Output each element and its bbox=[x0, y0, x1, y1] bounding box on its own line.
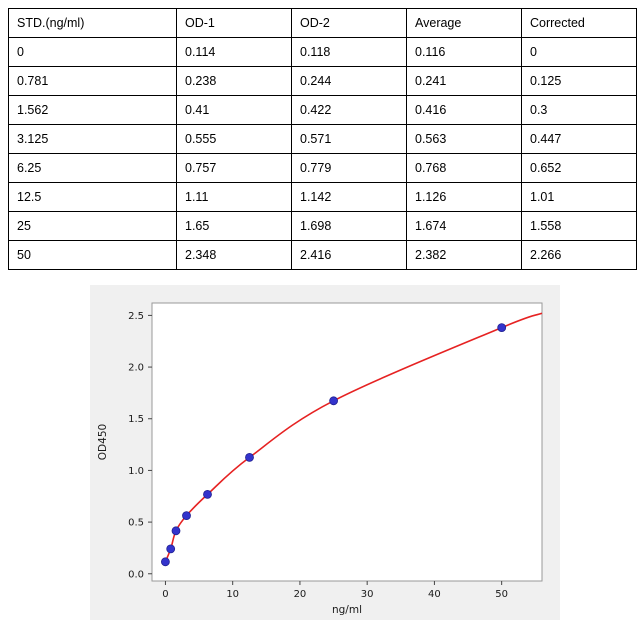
x-tick-label: 20 bbox=[294, 589, 307, 600]
table-cell: 50 bbox=[8, 240, 177, 270]
standard-curve-chart-panel: 0 10 20 30 40 50 0.0 0.5 1.0 1.5 2.0 2.5 ng/ml OD450 bbox=[90, 285, 560, 620]
table-column-header: OD-1 bbox=[176, 8, 292, 38]
table-cell: 2.416 bbox=[291, 240, 407, 270]
table-column-header: Corrected bbox=[521, 8, 637, 38]
table-cell: 0.116 bbox=[406, 37, 522, 67]
table-cell: 0.652 bbox=[521, 153, 637, 183]
data-point bbox=[203, 489, 212, 499]
table-body: 0 0.114 0.118 0.116 0 0.781 0.238 0.244 0.241 0.1… bbox=[8, 37, 637, 270]
table-cell: 2.266 bbox=[521, 240, 637, 270]
table-cell: 0.118 bbox=[291, 37, 407, 67]
table-column-header: STD.(ng/ml) bbox=[8, 8, 177, 38]
table-row: 0 0.114 0.118 0.116 0 bbox=[8, 37, 637, 67]
table-cell: 0.447 bbox=[521, 124, 637, 154]
table-cell: 0.768 bbox=[406, 153, 522, 183]
table-header-row: STD.(ng/ml) OD-1 OD-2 Average Corrected bbox=[8, 8, 637, 38]
table-row: 12.5 1.11 1.142 1.126 1.01 bbox=[8, 182, 637, 212]
table-cell: 2.348 bbox=[176, 240, 292, 270]
table-cell: 1.558 bbox=[521, 211, 637, 241]
table-cell: 0.114 bbox=[176, 37, 292, 67]
plot-area bbox=[151, 302, 543, 582]
standards-table: STD.(ng/ml) OD-1 OD-2 Average Corrected 0 0.1… bbox=[8, 8, 637, 270]
data-point bbox=[166, 544, 176, 554]
table-cell: 0.571 bbox=[291, 124, 407, 154]
table-row: 3.125 0.555 0.571 0.563 0.447 bbox=[8, 124, 637, 154]
data-point bbox=[182, 511, 191, 521]
x-tick-label: 10 bbox=[226, 589, 239, 600]
x-tick-label: 0 bbox=[162, 589, 168, 600]
table-row: 50 2.348 2.416 2.382 2.266 bbox=[8, 240, 637, 270]
elisa-standard-curve-page: STD.(ng/ml) OD-1 OD-2 Average Corrected 0 0.1… bbox=[8, 8, 637, 620]
table-cell: 1.142 bbox=[291, 182, 407, 212]
table-cell: 0.555 bbox=[176, 124, 292, 154]
data-point bbox=[329, 396, 339, 406]
table-cell: 0.244 bbox=[291, 66, 407, 96]
table-cell: 0.125 bbox=[521, 66, 637, 96]
table-cell: 1.01 bbox=[521, 182, 637, 212]
x-axis-label: ng/ml bbox=[332, 604, 362, 616]
table-cell: 0.563 bbox=[406, 124, 522, 154]
y-axis-label: OD450 bbox=[97, 424, 109, 460]
y-tick-label: 0.5 bbox=[128, 518, 144, 529]
standard-curve-chart: 0 10 20 30 40 50 0.0 0.5 1.0 1.5 2.0 2.5 ng/ml OD450 bbox=[90, 285, 560, 620]
table-cell: 0.416 bbox=[406, 95, 522, 125]
table-cell: 0.422 bbox=[291, 95, 407, 125]
y-tick-label: 1.0 bbox=[128, 466, 144, 477]
table-cell: 1.698 bbox=[291, 211, 407, 241]
table-cell: 1.65 bbox=[176, 211, 292, 241]
x-tick-label: 30 bbox=[361, 589, 374, 600]
table-cell: 3.125 bbox=[8, 124, 177, 154]
table-cell: 0.757 bbox=[176, 153, 292, 183]
data-point bbox=[161, 557, 170, 567]
table-row: 6.25 0.757 0.779 0.768 0.652 bbox=[8, 153, 637, 183]
table-column-header: Average bbox=[406, 8, 522, 38]
table-cell: 0 bbox=[8, 37, 177, 67]
y-tick-label: 2.0 bbox=[128, 363, 144, 374]
table-cell: 1.674 bbox=[406, 211, 522, 241]
data-point bbox=[497, 323, 507, 332]
table-row: 1.562 0.41 0.422 0.416 0.3 bbox=[8, 95, 637, 125]
table-cell: 0.3 bbox=[521, 95, 637, 125]
fit-curve bbox=[164, 312, 543, 563]
y-tick-label: 2.5 bbox=[128, 311, 144, 322]
table-cell: 0 bbox=[521, 37, 637, 67]
x-tick-label: 50 bbox=[495, 589, 508, 600]
table-cell: 0.41 bbox=[176, 95, 292, 125]
data-point bbox=[171, 526, 181, 536]
table-cell: 0.779 bbox=[291, 153, 407, 183]
table-cell: 0.781 bbox=[8, 66, 177, 96]
table-cell: 6.25 bbox=[8, 153, 177, 183]
y-tick-label: 1.5 bbox=[128, 414, 144, 425]
x-tick-label: 40 bbox=[428, 589, 441, 600]
data-point bbox=[245, 452, 254, 462]
table-row: 25 1.65 1.698 1.674 1.558 bbox=[8, 211, 637, 241]
y-tick-label: 0.0 bbox=[128, 569, 144, 580]
table-cell: 12.5 bbox=[8, 182, 177, 212]
table-cell: 1.11 bbox=[176, 182, 292, 212]
table-cell: 1.562 bbox=[8, 95, 177, 125]
table-cell: 2.382 bbox=[406, 240, 522, 270]
table-cell: 0.238 bbox=[176, 66, 292, 96]
table-cell: 1.126 bbox=[406, 182, 522, 212]
table-row: 0.781 0.238 0.244 0.241 0.125 bbox=[8, 66, 637, 96]
table-cell: 25 bbox=[8, 211, 177, 241]
table-column-header: OD-2 bbox=[291, 8, 407, 38]
table-cell: 0.241 bbox=[406, 66, 522, 96]
